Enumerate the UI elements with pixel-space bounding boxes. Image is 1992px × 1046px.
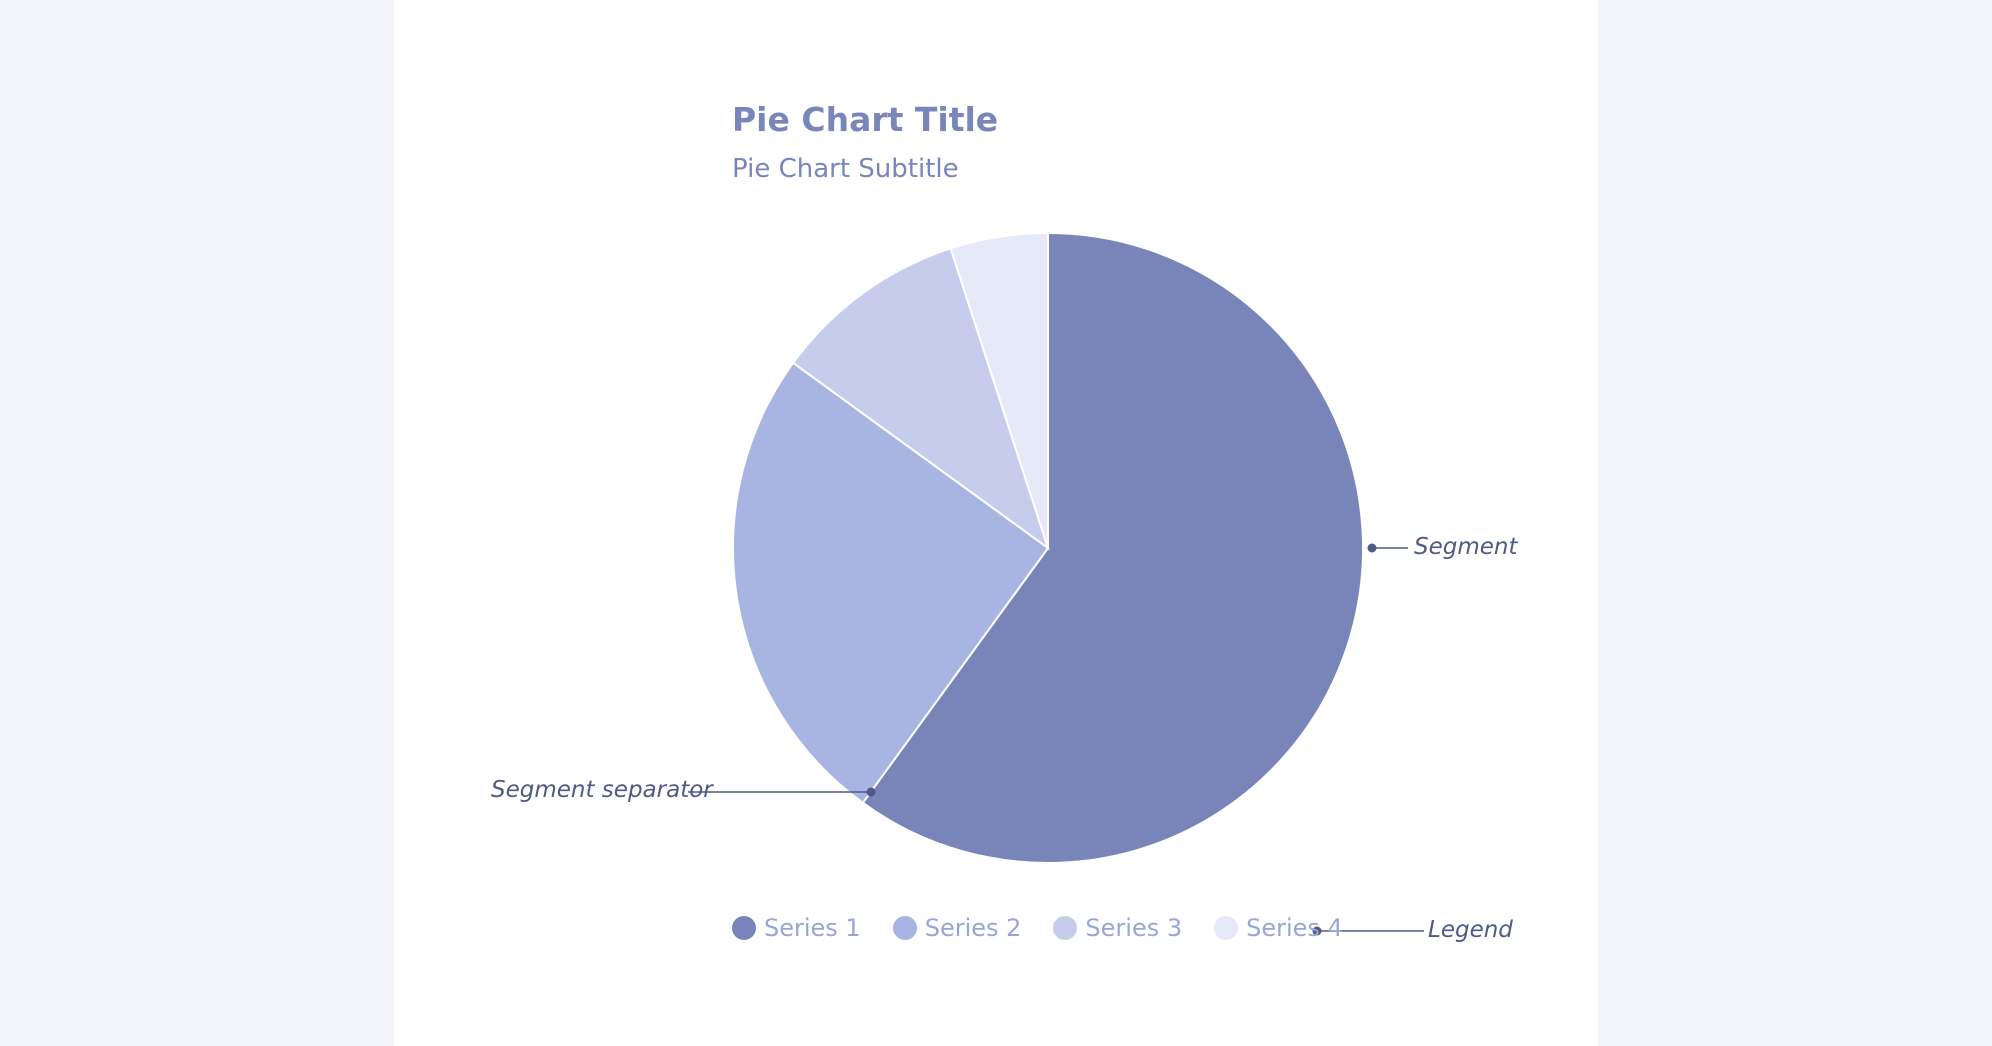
chart-legend: Series 1 Series 2 Series 3 Series 4 <box>732 914 1343 942</box>
legend-item-series-4[interactable]: Series 4 <box>1214 914 1343 942</box>
pie-slice-series-3[interactable] <box>791 247 1050 551</box>
annotation-callouts <box>688 543 1424 936</box>
legend-item-series-2[interactable]: Series 2 <box>892 914 1022 942</box>
legend-callout-dot <box>1312 926 1322 936</box>
legend-label-series-1: Series 1 <box>764 914 861 942</box>
segment-callout-dot <box>1367 543 1377 553</box>
pie-slice-series-2[interactable] <box>732 361 1050 805</box>
chart-title: Pie Chart Title <box>732 100 999 139</box>
legend-item-series-3[interactable]: Series 3 <box>1053 914 1182 942</box>
segment-separator-callout-dot <box>866 787 876 797</box>
legend-swatch-series-3 <box>1053 916 1078 940</box>
pie-slice-series-1[interactable] <box>861 231 1364 864</box>
legend-swatch-series-2 <box>892 916 917 940</box>
legend-label-series-4: Series 4 <box>1246 914 1343 942</box>
pie-slice-series-4[interactable] <box>949 231 1049 549</box>
legend-swatch-series-1 <box>732 916 756 940</box>
segment-separator-annotation: Segment separator <box>491 777 713 803</box>
chart-subtitle: Pie Chart Subtitle <box>732 154 959 184</box>
pie-slices <box>732 231 1364 864</box>
legend-label-series-2: Series 2 <box>924 914 1022 942</box>
segment-annotation: Segment <box>1414 534 1518 560</box>
legend-swatch-series-4 <box>1214 916 1239 940</box>
legend-label-series-3: Series 3 <box>1085 914 1183 942</box>
legend-annotation: Legend <box>1428 917 1513 943</box>
legend-item-series-1[interactable]: Series 1 <box>732 914 861 942</box>
